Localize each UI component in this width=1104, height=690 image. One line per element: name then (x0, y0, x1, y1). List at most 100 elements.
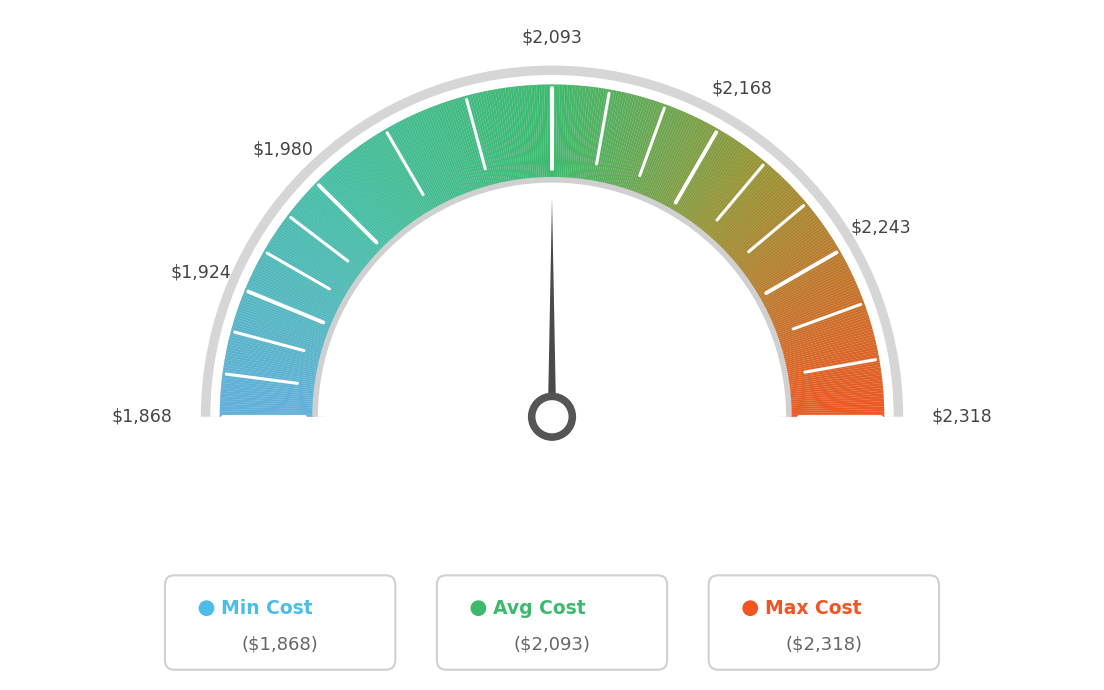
Wedge shape (718, 178, 785, 247)
Wedge shape (776, 306, 867, 339)
Wedge shape (487, 90, 508, 184)
Wedge shape (782, 332, 874, 357)
Wedge shape (544, 84, 549, 179)
Wedge shape (785, 349, 878, 371)
Wedge shape (766, 273, 852, 315)
Wedge shape (552, 84, 554, 179)
Wedge shape (232, 324, 323, 352)
Wedge shape (745, 224, 824, 280)
Wedge shape (233, 322, 325, 351)
Wedge shape (635, 105, 669, 194)
Wedge shape (246, 285, 333, 324)
Wedge shape (282, 221, 360, 279)
Wedge shape (477, 92, 500, 185)
Wedge shape (777, 312, 868, 343)
Wedge shape (317, 180, 385, 248)
Wedge shape (675, 132, 725, 214)
Wedge shape (574, 86, 586, 180)
Wedge shape (368, 139, 422, 219)
Wedge shape (388, 127, 436, 210)
Wedge shape (558, 85, 562, 179)
Wedge shape (210, 75, 894, 417)
Wedge shape (259, 257, 343, 304)
Wedge shape (425, 109, 463, 197)
Wedge shape (270, 239, 351, 291)
Wedge shape (337, 162, 399, 236)
Wedge shape (788, 373, 882, 387)
Wedge shape (247, 282, 335, 322)
Wedge shape (305, 193, 376, 258)
Wedge shape (565, 85, 573, 179)
Wedge shape (223, 367, 317, 383)
Wedge shape (550, 84, 552, 179)
Wedge shape (749, 230, 828, 284)
Wedge shape (756, 246, 838, 295)
Wedge shape (766, 270, 851, 314)
Wedge shape (658, 119, 703, 205)
Wedge shape (229, 337, 321, 361)
Wedge shape (587, 88, 604, 181)
Wedge shape (492, 90, 511, 183)
Wedge shape (406, 117, 449, 203)
Wedge shape (526, 86, 535, 179)
Wedge shape (719, 180, 787, 248)
Wedge shape (768, 280, 856, 321)
Wedge shape (756, 248, 839, 297)
Wedge shape (789, 404, 884, 409)
Wedge shape (554, 84, 558, 179)
Wedge shape (701, 157, 762, 233)
Wedge shape (682, 139, 736, 219)
Wedge shape (403, 119, 447, 204)
Wedge shape (698, 154, 757, 230)
Wedge shape (578, 86, 591, 181)
Wedge shape (288, 213, 364, 273)
Text: ($2,093): ($2,093) (513, 635, 591, 653)
Wedge shape (220, 399, 315, 406)
Wedge shape (338, 161, 401, 235)
Circle shape (537, 401, 567, 433)
Text: Min Cost: Min Cost (221, 599, 312, 618)
Wedge shape (222, 377, 316, 391)
Text: ($2,318): ($2,318) (785, 635, 862, 653)
Wedge shape (665, 124, 712, 208)
Wedge shape (716, 177, 783, 246)
Wedge shape (498, 88, 514, 182)
Wedge shape (250, 277, 336, 319)
Wedge shape (650, 114, 691, 201)
Wedge shape (563, 85, 571, 179)
Wedge shape (612, 95, 637, 187)
Wedge shape (639, 108, 677, 196)
Wedge shape (667, 126, 714, 209)
Wedge shape (782, 329, 873, 356)
Wedge shape (227, 342, 320, 365)
Wedge shape (585, 88, 602, 181)
Wedge shape (226, 347, 319, 368)
Wedge shape (312, 177, 792, 417)
Wedge shape (724, 188, 794, 254)
Wedge shape (220, 396, 315, 404)
Wedge shape (325, 172, 391, 244)
Wedge shape (778, 314, 869, 345)
Wedge shape (744, 221, 822, 279)
Wedge shape (220, 409, 315, 413)
Wedge shape (508, 87, 522, 181)
Wedge shape (401, 119, 446, 205)
Wedge shape (679, 136, 732, 217)
Wedge shape (392, 124, 439, 208)
Wedge shape (602, 92, 625, 185)
Wedge shape (327, 171, 392, 242)
Wedge shape (299, 199, 372, 262)
Wedge shape (777, 309, 868, 342)
Wedge shape (789, 399, 884, 406)
Wedge shape (596, 90, 617, 184)
Polygon shape (548, 198, 556, 434)
Wedge shape (237, 306, 328, 339)
Wedge shape (335, 164, 397, 237)
Text: $1,868: $1,868 (112, 408, 172, 426)
Wedge shape (560, 85, 565, 179)
Wedge shape (278, 226, 358, 282)
Wedge shape (709, 168, 774, 239)
Wedge shape (784, 339, 875, 363)
Wedge shape (244, 290, 332, 328)
Wedge shape (786, 357, 879, 376)
